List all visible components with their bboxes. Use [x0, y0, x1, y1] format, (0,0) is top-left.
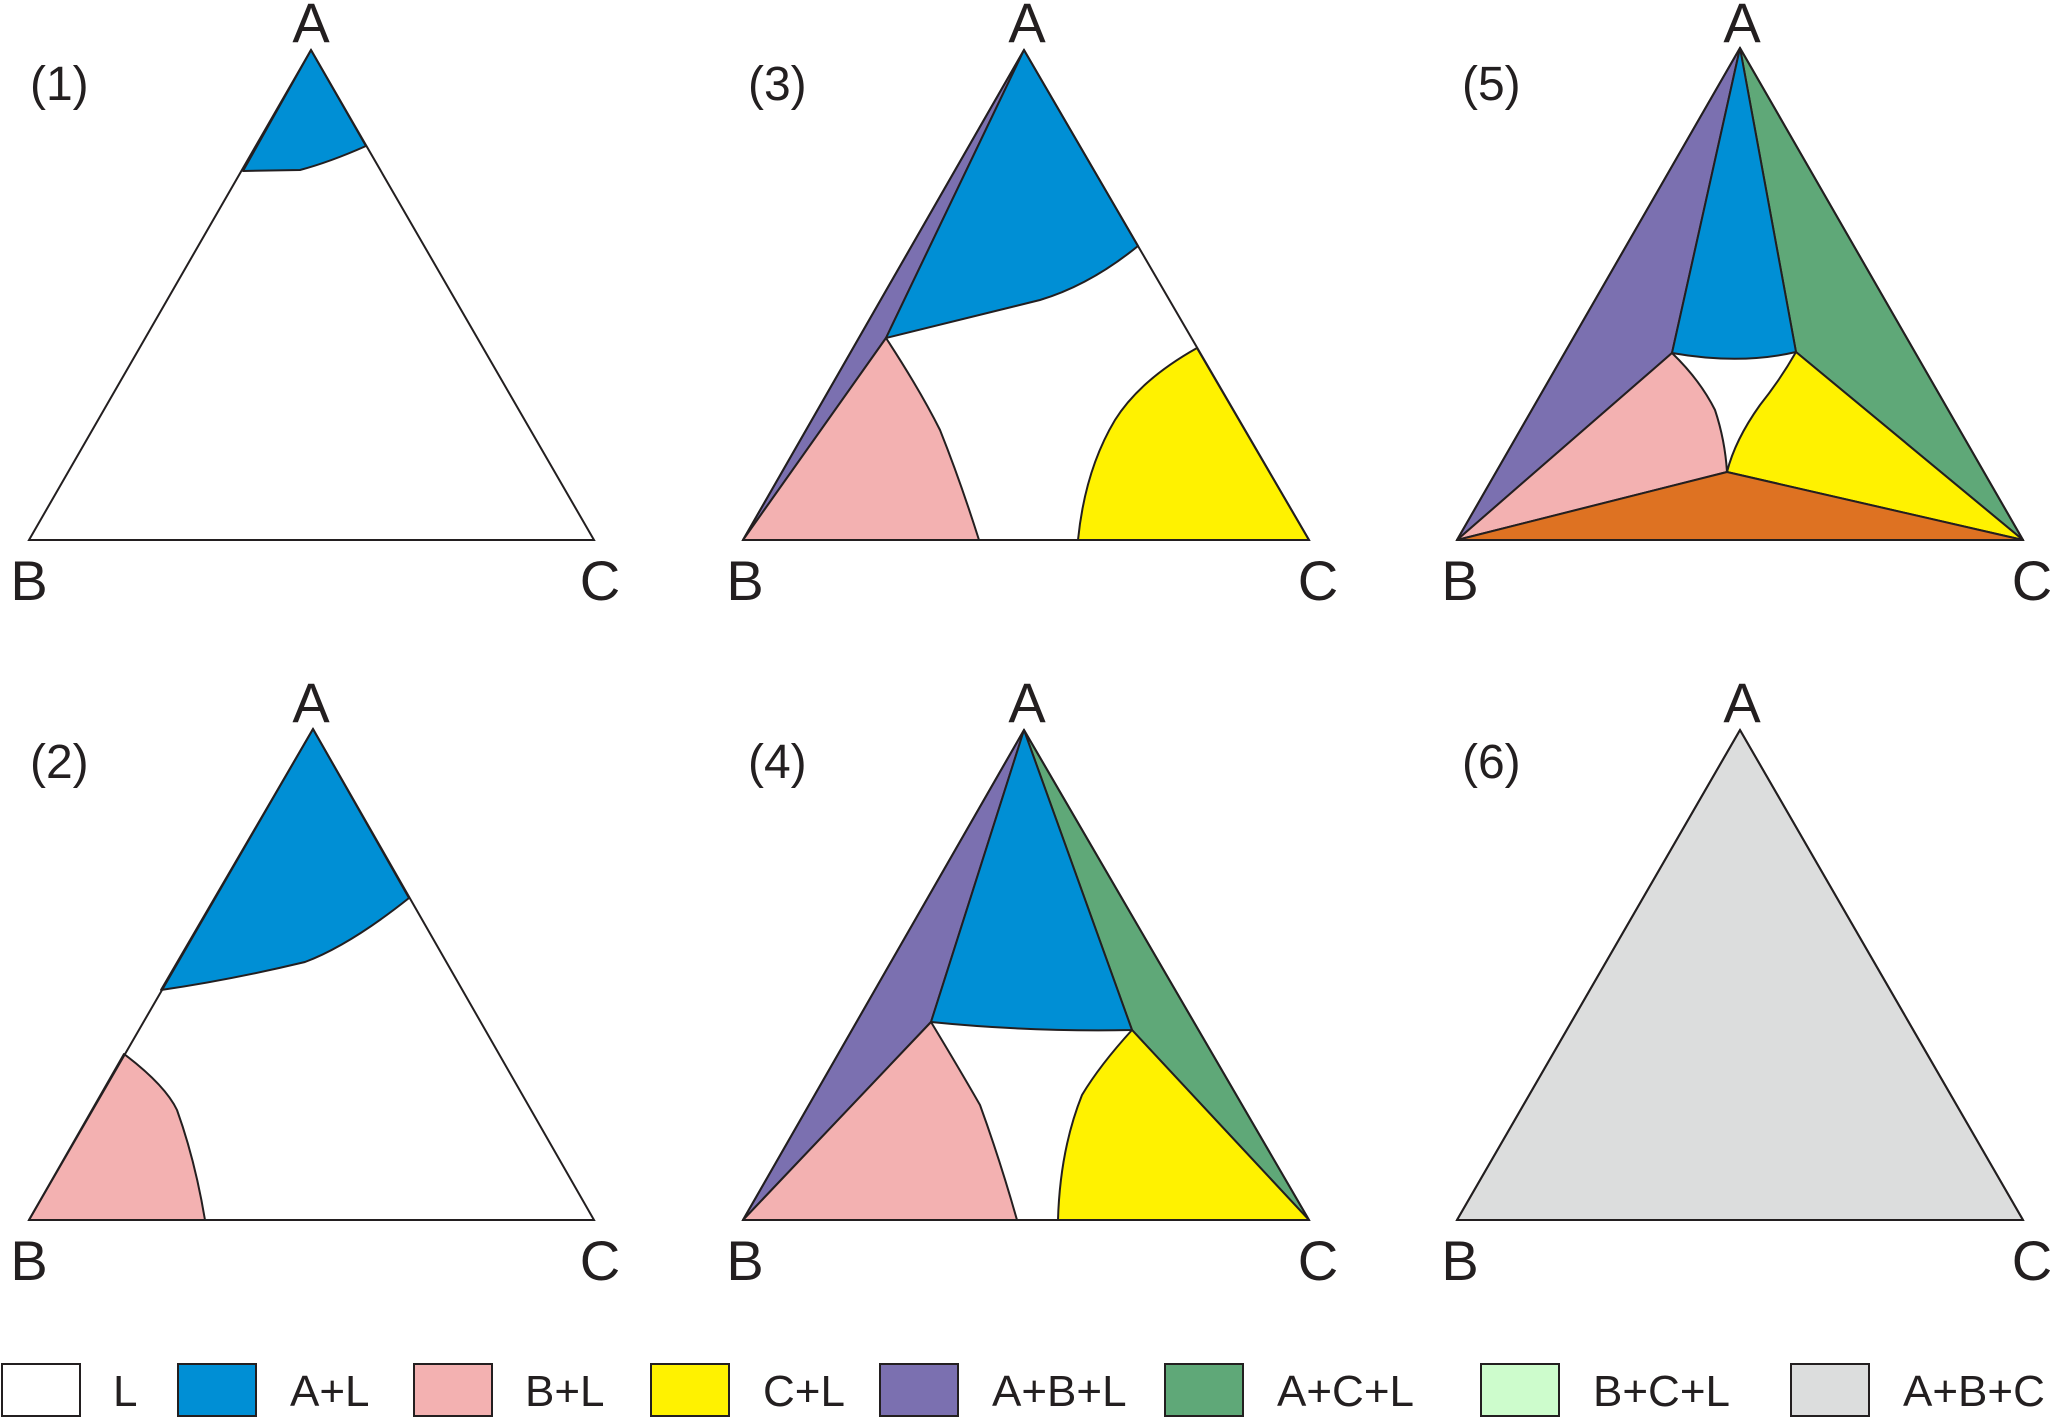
region-a-plus-l — [1671, 47, 1797, 360]
legend-label-a-plus-b-plus-l: A+B+L — [992, 1367, 1127, 1416]
legend-label-c-plus-l: C+L — [763, 1367, 845, 1416]
panel-2: (2) A B C — [10, 671, 620, 1292]
vertex-label-c: C — [580, 1229, 620, 1292]
region-c-plus-l — [1057, 1029, 1310, 1221]
vertex-label-a: A — [1723, 671, 1761, 734]
legend-label-l: L — [113, 1367, 137, 1416]
panel-label-4: (4) — [748, 736, 807, 789]
vertex-label-b: B — [1441, 1229, 1478, 1292]
panel-label-6: (6) — [1462, 736, 1521, 789]
ternary-outline — [741, 728, 1311, 1221]
region-a-plus-b-plus-c — [1456, 729, 2024, 1221]
legend-label-a-plus-b-plus-c: A+B+C — [1903, 1367, 2045, 1416]
ternary-outline — [1455, 728, 2025, 1221]
vertex-label-b: B — [726, 549, 763, 612]
vertex-label-a: A — [1008, 0, 1046, 54]
ternary-outline — [27, 47, 596, 541]
region-a-plus-l — [242, 49, 367, 172]
legend-swatch-c-plus-l — [650, 1363, 730, 1417]
panel-label-2: (2) — [30, 736, 89, 789]
legend-swatch-b-plus-c-plus-l — [1480, 1363, 1560, 1417]
vertex-label-c: C — [580, 549, 620, 612]
vertex-label-c: C — [1298, 1229, 1338, 1292]
region-c-plus-l — [1726, 351, 2024, 541]
ternary-outline — [741, 48, 1311, 541]
region-b-plus-l — [28, 1053, 206, 1221]
ternary-outline — [27, 726, 596, 1221]
vertex-label-b: B — [10, 1229, 47, 1292]
vertex-label-a: A — [1723, 0, 1761, 54]
legend-label-a-plus-l: A+L — [290, 1367, 370, 1416]
legend-label-b-plus-c-plus-l: B+C+L — [1593, 1367, 1730, 1416]
legend-swatch-b-plus-l — [413, 1363, 493, 1417]
vertex-label-a: A — [292, 671, 330, 734]
region-a-plus-l — [160, 728, 410, 991]
legend: L A+L B+L C+L A+B+L A+C+L B+C+L A+B+C — [1, 1363, 2045, 1417]
legend-swatch-a-plus-l — [177, 1363, 257, 1417]
vertex-label-c: C — [2012, 1229, 2052, 1292]
region-b-plus-l — [1456, 352, 1728, 541]
ternary-outline — [1455, 45, 2025, 541]
region-b-plus-l — [742, 337, 980, 541]
vertex-label-b: B — [1441, 549, 1478, 612]
legend-swatch-a-plus-b-plus-l — [879, 1363, 959, 1417]
panel-3: (3) A B C — [726, 0, 1338, 612]
legend-swatch-a-plus-c-plus-l — [1164, 1363, 1244, 1417]
vertex-label-c: C — [1298, 549, 1338, 612]
vertex-label-b: B — [10, 549, 47, 612]
vertex-label-b: B — [726, 1229, 763, 1292]
panel-label-5: (5) — [1462, 58, 1521, 111]
legend-label-a-plus-c-plus-l: A+C+L — [1277, 1367, 1414, 1416]
panel-4: (4) A B C — [726, 671, 1338, 1292]
vertex-label-a: A — [292, 0, 330, 54]
panel-6: (6) A B C — [1441, 671, 2052, 1292]
region-a-plus-l — [885, 49, 1139, 339]
panel-5: (5) A B C — [1441, 0, 2052, 612]
legend-swatch-a-plus-b-plus-c — [1790, 1363, 1870, 1417]
region-a-plus-l — [930, 729, 1133, 1032]
region-b-plus-l — [742, 1021, 1018, 1221]
vertex-label-a: A — [1008, 671, 1046, 734]
legend-swatch-l — [1, 1363, 81, 1417]
region-c-plus-l — [1077, 347, 1310, 541]
panel-label-3: (3) — [748, 58, 807, 111]
vertex-label-c: C — [2012, 549, 2052, 612]
panel-1: (1) A B C — [10, 0, 620, 612]
legend-label-b-plus-l: B+L — [525, 1367, 605, 1416]
panel-label-1: (1) — [30, 58, 89, 111]
